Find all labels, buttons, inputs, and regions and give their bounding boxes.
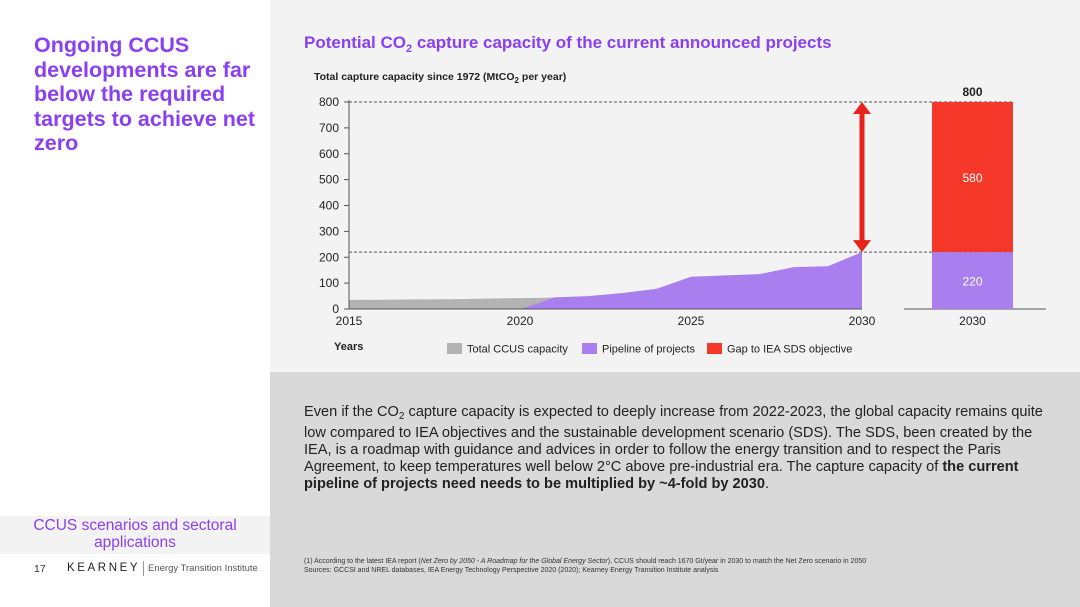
y-axis-title-subscript: 2 [514,76,519,85]
x-tick-label: 2030 [849,314,876,328]
x-tick-label: 2025 [678,314,705,328]
slide-headline: Ongoing CCUS developments are far below … [34,33,256,155]
x-tick-label: 2015 [336,314,363,328]
legend-label: Total CCUS capacity [467,344,568,356]
footnote-1: (1) According to the latest IEA report (… [304,557,866,566]
brand-divider [143,561,144,576]
y-axis-title-suffix: per year) [519,71,567,83]
footnote-sources: Sources: GCCSI and NREL databases, IEA E… [304,567,719,574]
legend-swatch [447,343,462,354]
y-tick-label: 100 [319,276,339,290]
legend-label: Pipeline of projects [602,344,695,356]
commentary-part-2: capture capacity is expected to deeply i… [304,404,1043,475]
brand-logo: KEARNEY [67,562,141,574]
legend-swatch [707,343,722,354]
bar-category-label: 2030 [959,314,986,328]
commentary-end: . [765,476,770,492]
footnote-1-title: Net Zero by 2050 - A Roadmap for the Glo… [420,558,608,565]
bar-value-label: 580 [962,171,982,185]
section-label[interactable]: CCUS scenarios and sectoral applications [0,516,270,554]
footnotes: (1) According to the latest IEA report (… [304,557,866,575]
area-series-total-ccus [349,297,555,309]
chart-title-subscript: 2 [406,43,413,55]
area-series-pipeline [520,252,862,309]
y-tick-label: 0 [332,302,339,316]
gap-arrow-head-up [853,102,871,114]
y-tick-label: 600 [319,147,339,161]
chart-title-suffix: capture capacity of the current announce… [412,33,832,52]
bar-segment-pipeline [932,252,1013,309]
x-axis-title: Years [334,341,363,353]
bar-total-label: 800 [962,85,982,99]
y-axis-title: Total capture capacity since 1972 (MtCO2… [314,71,566,85]
commentary-text: Even if the CO2 capture capacity is expe… [304,404,1054,493]
y-tick-label: 400 [319,199,339,213]
commentary-emphasis: the current pipeline of projects need ne… [304,459,1019,492]
y-tick-label: 700 [319,121,339,135]
y-tick-label: 500 [319,173,339,187]
commentary-subscript: 2 [398,411,405,422]
gap-arrow-head-down [853,240,871,253]
footnote-1-c: ), CCUS should reach 1670 Gt/year in 203… [607,558,867,565]
chart-title: Potential CO2 capture capacity of the cu… [304,33,832,55]
y-tick-label: 300 [319,224,339,238]
bar-segment-gap [932,102,1013,253]
chart-title-prefix: Potential CO [304,33,407,52]
page-number: 17 [34,563,46,575]
x-tick-label: 2020 [507,314,534,328]
legend-swatch [582,343,597,354]
legend-label: Gap to IEA SDS objective [727,344,852,356]
y-tick-label: 200 [319,250,339,264]
commentary-panel [270,372,1080,607]
commentary-part-1: Even if the CO [304,404,399,420]
sidebar-panel [0,0,270,607]
bar-value-label: 220 [962,275,982,289]
capture-capacity-chart: 0 100 200 300 400 500 600 700 800 2015 2020 2025 203… [319,85,1046,356]
y-axis-title-prefix: Total capture capacity since 1972 (MtCO [314,71,515,83]
institute-name: Energy Transition Institute [148,563,258,574]
footnote-1-a: (1) According to the latest IEA report ( [304,558,421,565]
y-tick-label: 800 [319,95,339,109]
